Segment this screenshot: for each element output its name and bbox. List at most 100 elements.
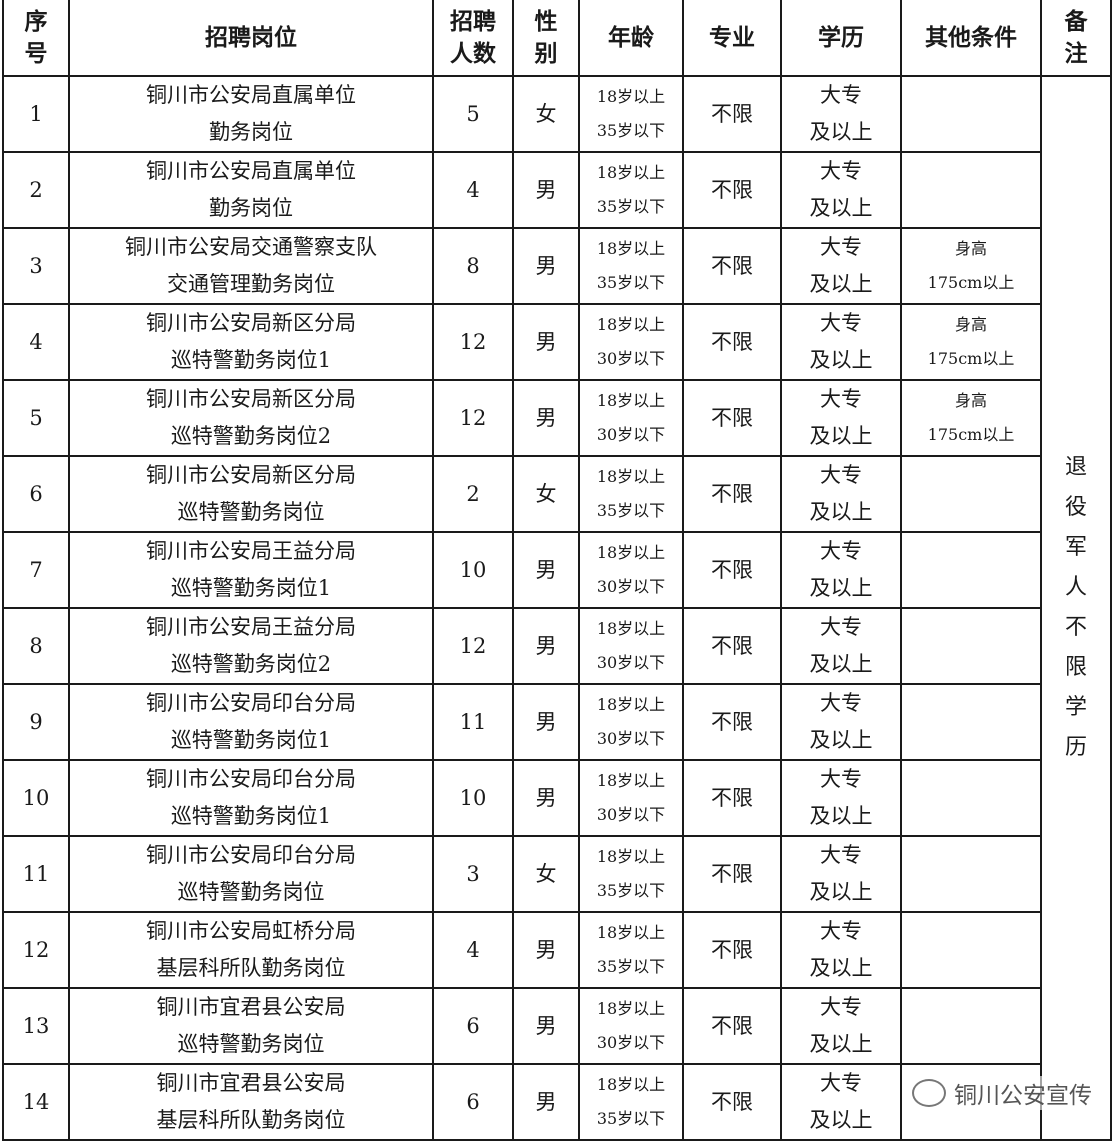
table-row: 11 铜川市公安局印台分局 巡特警勤务岗位 3 女 18岁以上 35岁以下 不限 大专 及以上: [2, 835, 1111, 913]
cell-other-line2: 175cm以上: [927, 425, 1015, 444]
cell-gender: 男: [512, 607, 580, 685]
cell-position-line2: 基层科所队勤务岗位: [156, 1108, 346, 1132]
cell-other: [900, 987, 1042, 1065]
header-major: 专业: [682, 0, 782, 77]
cell-major: 不限: [682, 531, 782, 609]
cell-position: 铜川市公安局交通警察支队 交通管理勤务岗位: [68, 227, 434, 305]
cell-no: 6: [2, 455, 70, 533]
cell-age-line2: 30岁以下: [596, 577, 666, 596]
cell-age-line1: 18岁以上: [596, 239, 666, 258]
cell-no: 12: [2, 911, 70, 989]
cell-position: 铜川市公安局王益分局 巡特警勤务岗位1: [68, 531, 434, 609]
cell-education-line1: 大专: [820, 387, 862, 411]
cell-education-line2: 及以上: [809, 500, 873, 524]
cell-education-line2: 及以上: [809, 196, 873, 220]
cell-gender: 女: [512, 455, 580, 533]
cell-education-line2: 及以上: [809, 804, 873, 828]
cell-education-line2: 及以上: [809, 880, 873, 904]
cell-position-line1: 铜川市公安局印台分局: [146, 843, 356, 867]
cell-position-line2: 勤务岗位: [209, 120, 293, 144]
cell-count: 6: [432, 987, 514, 1065]
cell-other-line1: 身高: [954, 315, 987, 334]
cell-no: 4: [2, 303, 70, 381]
cell-age-line2: 35岁以下: [596, 121, 666, 140]
table-row: 3 铜川市公安局交通警察支队 交通管理勤务岗位 8 男 18岁以上 35岁以下 不限 大专 及以上…: [2, 227, 1111, 305]
cell-other-line1: 身高: [954, 391, 987, 410]
cell-gender: 女: [512, 835, 580, 913]
cell-age-line2: 35岁以下: [596, 273, 666, 292]
cell-major: 不限: [682, 759, 782, 837]
cell-age-line1: 18岁以上: [596, 163, 666, 182]
cell-other: [900, 759, 1042, 837]
cell-position: 铜川市公安局印台分局 巡特警勤务岗位1: [68, 759, 434, 837]
cell-education-line1: 大专: [820, 843, 862, 867]
cell-major: 不限: [682, 683, 782, 761]
cell-age-line1: 18岁以上: [596, 1075, 666, 1094]
cell-education-line1: 大专: [820, 691, 862, 715]
cell-gender: 男: [512, 683, 580, 761]
cell-other: [900, 531, 1042, 609]
cell-count: 12: [432, 303, 514, 381]
cell-gender: 男: [512, 531, 580, 609]
cell-age: 18岁以上 35岁以下: [578, 227, 684, 305]
cell-position-line2: 交通管理勤务岗位: [167, 272, 335, 296]
table-row: 14 铜川市宜君县公安局 基层科所队勤务岗位 6 男 18岁以上 35岁以下 不限 大专 及以上: [2, 1063, 1111, 1141]
cell-count: 10: [432, 759, 514, 837]
cell-age: 18岁以上 30岁以下: [578, 379, 684, 457]
cell-age-line1: 18岁以上: [596, 543, 666, 562]
cell-education: 大专 及以上: [780, 987, 902, 1065]
cell-age: 18岁以上 30岁以下: [578, 987, 684, 1065]
cell-gender: 男: [512, 227, 580, 305]
cell-major: 不限: [682, 455, 782, 533]
cell-age: 18岁以上 30岁以下: [578, 531, 684, 609]
cell-age-line1: 18岁以上: [596, 771, 666, 790]
cell-position-line1: 铜川市公安局印台分局: [146, 691, 356, 715]
cell-age: 18岁以上 35岁以下: [578, 151, 684, 229]
cell-count: 12: [432, 607, 514, 685]
cell-position-line2: 巡特警勤务岗位2: [170, 652, 332, 676]
cell-count: 2: [432, 455, 514, 533]
cell-education-line1: 大专: [820, 311, 862, 335]
cell-age-line2: 30岁以下: [596, 1033, 666, 1052]
cell-age-line1: 18岁以上: [596, 999, 666, 1018]
cell-age-line2: 30岁以下: [596, 425, 666, 444]
cell-no: 14: [2, 1063, 70, 1141]
cell-education: 大专 及以上: [780, 151, 902, 229]
cell-count: 12: [432, 379, 514, 457]
cell-count: 4: [432, 911, 514, 989]
cell-education-line1: 大专: [820, 615, 862, 639]
cell-age: 18岁以上 30岁以下: [578, 607, 684, 685]
cell-education-line1: 大专: [820, 539, 862, 563]
cell-age-line2: 35岁以下: [596, 501, 666, 520]
cell-age: 18岁以上 35岁以下: [578, 75, 684, 153]
cell-education: 大专 及以上: [780, 683, 902, 761]
cell-no: 13: [2, 987, 70, 1065]
cell-major: 不限: [682, 835, 782, 913]
cell-education: 大专 及以上: [780, 75, 902, 153]
header-no: 序号: [2, 0, 70, 77]
cell-education: 大专 及以上: [780, 455, 902, 533]
cell-other: [900, 455, 1042, 533]
cell-education-line1: 大专: [820, 159, 862, 183]
cell-position: 铜川市公安局新区分局 巡特警勤务岗位1: [68, 303, 434, 381]
cell-age: 18岁以上 35岁以下: [578, 1063, 684, 1141]
cell-education: 大专 及以上: [780, 607, 902, 685]
cell-position-line1: 铜川市公安局王益分局: [146, 615, 356, 639]
cell-other-line2: 175cm以上: [927, 273, 1015, 292]
table-row: 9 铜川市公安局印台分局 巡特警勤务岗位1 11 男 18岁以上 30岁以下 不限 大专 及以上: [2, 683, 1111, 761]
cell-age-line1: 18岁以上: [596, 619, 666, 638]
cell-position: 铜川市公安局直属单位 勤务岗位: [68, 75, 434, 153]
cell-count: 8: [432, 227, 514, 305]
table-row: 4 铜川市公安局新区分局 巡特警勤务岗位1 12 男 18岁以上 30岁以下 不限 大专 及以上身…: [2, 303, 1111, 381]
cell-education: 大专 及以上: [780, 911, 902, 989]
cell-age-line1: 18岁以上: [596, 467, 666, 486]
cell-age-line1: 18岁以上: [596, 87, 666, 106]
cell-no: 5: [2, 379, 70, 457]
cell-education-line2: 及以上: [809, 1108, 873, 1132]
cell-age-line1: 18岁以上: [596, 315, 666, 334]
cell-no: 3: [2, 227, 70, 305]
cell-education: 大专 及以上: [780, 379, 902, 457]
cell-position: 铜川市宜君县公安局 巡特警勤务岗位: [68, 987, 434, 1065]
cell-position-line1: 铜川市公安局交通警察支队: [125, 235, 377, 259]
cell-age-line1: 18岁以上: [596, 923, 666, 942]
